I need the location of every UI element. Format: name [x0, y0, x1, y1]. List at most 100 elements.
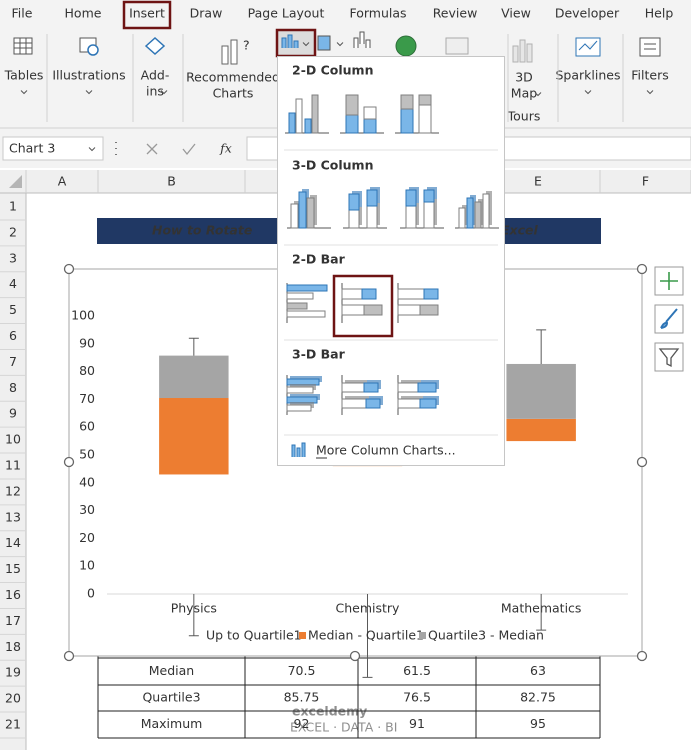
- error-bar: [536, 594, 547, 631]
- ribbon-tab[interactable]: View: [501, 6, 531, 21]
- y-tick-label: 90: [79, 335, 95, 350]
- icon-tables: [13, 37, 33, 55]
- y-tick-label: 70: [79, 391, 95, 406]
- ribbon-tab[interactable]: Review: [433, 6, 478, 21]
- row-header: 15: [5, 561, 21, 576]
- ribbon-tab[interactable]: Page Layout: [248, 6, 325, 21]
- icon-bar: [363, 106, 377, 120]
- column-header: F: [642, 174, 649, 189]
- bar-segment: [159, 398, 229, 475]
- ribbon-group-label[interactable]: Recommended: [186, 70, 280, 85]
- icon-bar: [474, 201, 482, 229]
- row-header: 16: [5, 587, 21, 602]
- plus-icon: [660, 272, 678, 290]
- icon-bar: [348, 209, 360, 229]
- ribbon-tab[interactable]: Insert: [129, 6, 165, 21]
- icon-bar: [290, 203, 299, 229]
- icon-bar: [423, 288, 439, 300]
- chevron: [160, 90, 168, 95]
- resize-handle[interactable]: [636, 456, 648, 468]
- y-tick-label: 20: [79, 530, 95, 545]
- icon-tables-grid: [14, 38, 32, 54]
- chevron: [20, 90, 28, 95]
- row-header: 5: [9, 302, 17, 317]
- column-header: A: [58, 174, 67, 189]
- row-header: 12: [5, 483, 21, 498]
- ribbon-group-label[interactable]: ins: [146, 84, 164, 99]
- table-label: Quartile3: [142, 690, 200, 705]
- enter-icon: [182, 143, 196, 156]
- icon-bar: [405, 189, 417, 207]
- resize-handle[interactable]: [63, 456, 75, 468]
- icon-bar: [286, 302, 308, 310]
- icon-pivotchart: [445, 37, 469, 55]
- icon-bar: [288, 112, 296, 134]
- bar-segment: [506, 418, 576, 442]
- error-bar: [362, 594, 373, 678]
- icon-bar: [397, 398, 421, 409]
- ribbon-tab[interactable]: Home: [65, 6, 102, 21]
- column-header: E: [534, 174, 542, 189]
- tab-highlight: [122, 0, 172, 30]
- resize-handle[interactable]: [63, 650, 75, 662]
- column-header: B: [167, 174, 176, 189]
- ribbon-group-label[interactable]: Illustrations: [52, 68, 125, 83]
- legend-label: Quartile3 - Median: [428, 628, 544, 643]
- resize-handle[interactable]: [636, 263, 648, 275]
- ribbon-tab[interactable]: Help: [645, 6, 674, 21]
- icon-column-chart: [281, 34, 299, 48]
- name-box[interactable]: [2, 136, 104, 161]
- ribbon-group-label[interactable]: Tables: [4, 68, 44, 83]
- ribbon-tab[interactable]: File: [12, 6, 33, 21]
- icon-bar: [397, 382, 419, 393]
- icon-bar: [348, 193, 360, 211]
- chart-side-button[interactable]: [654, 342, 684, 372]
- more-charts-icon: [291, 442, 306, 457]
- icon-illustrations-dot: [87, 44, 99, 56]
- icon-bar: [311, 94, 319, 134]
- icon-bar: [366, 189, 378, 207]
- function-icon[interactable]: fx: [219, 141, 232, 156]
- ribbon-group-label[interactable]: Tours: [507, 109, 541, 124]
- ribbon-group-label[interactable]: Filters: [631, 68, 668, 83]
- icon-bar: [286, 310, 326, 318]
- table-label: Median: [149, 663, 194, 678]
- icon-bar: [345, 114, 359, 134]
- icon-bar: [304, 118, 312, 134]
- resize-handle[interactable]: [349, 650, 361, 662]
- ribbon-tab[interactable]: Draw: [190, 6, 223, 21]
- more-charts-link[interactable]: More Column Charts...: [316, 443, 456, 458]
- resize-handle[interactable]: [636, 650, 648, 662]
- icon-filters: [639, 37, 661, 57]
- icon-hierarchy-chart: [317, 35, 331, 51]
- ribbon-group-label[interactable]: Sparklines: [556, 68, 621, 83]
- ribbon-tab[interactable]: Formulas: [349, 6, 406, 21]
- y-tick-label: 100: [71, 308, 95, 323]
- row-header-bar: [0, 193, 26, 750]
- ribbon-group-label[interactable]: Charts: [213, 86, 254, 101]
- row-header: 4: [9, 276, 17, 291]
- icon-bar: [397, 304, 421, 316]
- ribbon-tab[interactable]: Developer: [555, 6, 620, 21]
- ribbon-group-label[interactable]: Add-: [141, 68, 170, 83]
- icon-bar: [286, 292, 314, 300]
- ribbon-group-label[interactable]: Map: [511, 86, 537, 101]
- ribbon-group-label[interactable]: 3D: [515, 70, 533, 85]
- row-header: 9: [9, 406, 17, 421]
- brush-icon: [660, 308, 678, 329]
- chart-type-dropdown[interactable]: 2-D Column 3-D Column 2-D Bar 3-D Bar More C…: [277, 56, 505, 466]
- error-bar: [536, 329, 547, 364]
- legend-swatch: [419, 632, 426, 639]
- name-box-text[interactable]: Chart 3: [9, 141, 55, 156]
- resize-handle[interactable]: [63, 263, 75, 275]
- error-bar: [188, 594, 199, 637]
- row-header: 21: [5, 717, 21, 732]
- row-header: 14: [5, 535, 21, 550]
- icon-waterfall-chart: [353, 31, 371, 48]
- error-bar: [188, 337, 199, 356]
- chevron: [646, 90, 654, 95]
- icon-bar: [366, 205, 378, 229]
- section-header: 3-D Column: [292, 158, 373, 173]
